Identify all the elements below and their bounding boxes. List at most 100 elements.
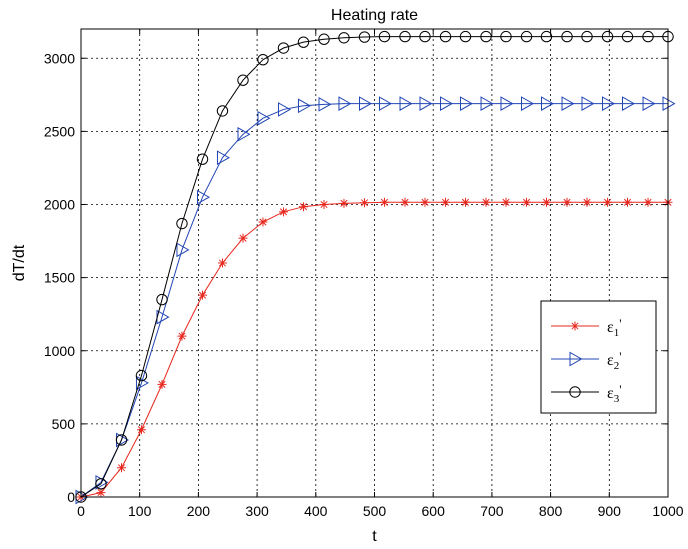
legend-marker — [570, 321, 580, 331]
data-point — [500, 30, 512, 43]
data-point — [439, 30, 452, 43]
data-point — [601, 30, 614, 43]
legend-label-subscript: 2 — [614, 360, 620, 372]
y-tick-label: 3000 — [44, 50, 75, 66]
data-point — [176, 217, 188, 230]
axis-ticks: 0 100 200 300 400 500 600 700 800 900 1000 0 500 1000… — [44, 29, 684, 519]
x-tick-label: 200 — [187, 503, 211, 519]
data-point — [196, 153, 209, 165]
data-point — [177, 331, 187, 341]
x-tick-label: 100 — [128, 503, 152, 519]
legend-entry: ε2' — [551, 349, 622, 372]
legend-label: ε1' — [607, 316, 622, 339]
data-point — [117, 463, 127, 473]
x-tick-label: 300 — [245, 503, 269, 519]
data-point — [419, 96, 433, 111]
data-point — [136, 425, 146, 435]
data-point — [238, 233, 248, 243]
data-point — [277, 42, 290, 54]
data-point — [257, 54, 269, 66]
data-point — [540, 96, 555, 111]
data-point — [258, 217, 268, 227]
data-point — [561, 30, 573, 43]
data-point — [237, 74, 249, 86]
data-point — [318, 33, 330, 45]
data-point — [522, 197, 532, 207]
series-3 — [75, 30, 674, 503]
data-point — [540, 30, 553, 43]
x-tick-label: 0 — [77, 503, 85, 519]
x-tick-label: 900 — [598, 503, 622, 519]
x-tick-label: 700 — [480, 503, 504, 519]
y-tick-label: 2000 — [44, 197, 75, 213]
legend-label-subscript: 3 — [614, 393, 620, 405]
data-point — [338, 96, 352, 111]
data-point — [420, 197, 430, 207]
legend-marker — [569, 351, 583, 367]
legend-marker — [569, 386, 581, 398]
data-point — [399, 30, 411, 43]
data-point — [521, 96, 535, 111]
data-point — [359, 96, 373, 111]
data-point — [520, 30, 533, 43]
legend-entry: ε3' — [551, 382, 622, 405]
x-tick-label: 1000 — [652, 503, 683, 519]
legend-label-prime: ' — [619, 382, 621, 397]
y-tick-label: 0 — [67, 489, 75, 505]
series-line — [80, 36, 668, 498]
x-tick-label: 500 — [363, 503, 387, 519]
legend-label-base: ε — [607, 352, 614, 369]
data-point — [602, 96, 616, 111]
data-point — [115, 434, 128, 446]
legend-label-prime: ' — [619, 349, 621, 364]
legend-label-prime: ' — [619, 316, 621, 331]
data-point — [217, 258, 227, 268]
data-point — [642, 30, 654, 43]
data-point — [379, 197, 389, 207]
data-point — [216, 105, 229, 117]
series-layer — [75, 30, 676, 505]
data-point — [298, 202, 308, 212]
legend: ε1'ε2'ε3' — [540, 300, 657, 414]
data-point — [603, 197, 613, 207]
legend-box — [540, 300, 657, 414]
data-point — [198, 290, 208, 300]
data-point — [197, 189, 211, 205]
data-point — [622, 197, 632, 207]
data-point — [96, 488, 106, 498]
data-point — [621, 30, 634, 43]
data-point — [400, 197, 410, 207]
data-point — [643, 197, 653, 207]
chart-title: Heating rate — [331, 7, 418, 24]
data-point — [378, 96, 392, 111]
data-point — [621, 96, 636, 111]
y-tick-label: 2500 — [44, 123, 75, 139]
data-point — [459, 30, 472, 43]
data-point — [297, 36, 310, 48]
y-tick-label: 1000 — [44, 343, 75, 359]
data-point — [297, 98, 311, 114]
data-point — [459, 96, 474, 111]
legend-entry: ε1' — [551, 316, 622, 339]
data-point — [156, 293, 168, 306]
data-point — [135, 369, 148, 382]
data-point — [135, 375, 149, 391]
legend-label: ε3' — [607, 382, 622, 405]
data-point — [541, 197, 551, 207]
data-point — [581, 96, 595, 111]
data-point — [360, 198, 370, 208]
data-point — [399, 96, 413, 111]
data-point — [561, 96, 575, 111]
legend-label: ε2' — [607, 349, 622, 372]
legend-label-subscript: 1 — [614, 327, 620, 339]
data-point — [501, 197, 511, 207]
data-point — [562, 197, 572, 207]
data-point — [500, 96, 514, 111]
y-tick-label: 1500 — [44, 270, 75, 286]
data-point — [339, 198, 349, 208]
data-point — [319, 200, 329, 209]
data-point — [338, 32, 350, 44]
series-line — [80, 103, 668, 498]
data-point — [581, 30, 593, 43]
legend-label-base: ε — [607, 385, 614, 402]
